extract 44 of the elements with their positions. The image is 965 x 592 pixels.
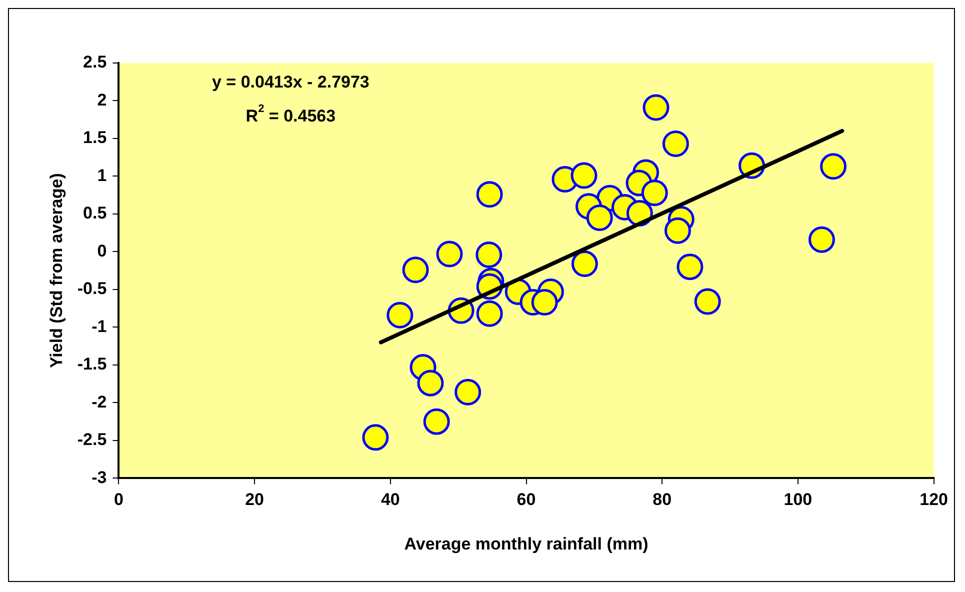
point [642,94,670,121]
y-tick-label: -1.5 [77,354,107,374]
point [476,241,502,268]
point [423,408,450,435]
point [676,254,704,280]
point [694,288,721,315]
y-tick-label: -2 [92,392,107,412]
x-tick-label: 100 [784,490,812,510]
x-tick-label: 120 [920,490,948,510]
point [586,204,613,232]
point [641,180,668,206]
x-tick-label: 60 [516,490,536,510]
point [476,181,503,208]
point [571,250,598,278]
x-axis-title: Average monthly rainfall (mm) [404,534,648,554]
y-tick-label: 0 [97,241,107,260]
y-tick-label: -1 [92,316,107,336]
y-tick-label: 1 [97,166,107,185]
y-axis-title: Yield (Std from average) [46,173,66,368]
point [808,226,835,253]
y-tick-label: 2 [97,90,107,110]
point [362,424,389,451]
point [664,217,691,244]
y-tick-label: 1.5 [83,128,107,148]
point [436,240,463,268]
annotation: y = 0.0413x - 2.7973 [212,72,370,92]
point [402,256,429,284]
x-tick-label: 40 [380,490,400,510]
point [820,153,847,180]
point [386,302,414,328]
point [662,130,689,158]
x-tick-label: 20 [245,490,264,510]
point [476,300,503,327]
point [454,378,482,406]
y-tick-label: -3 [92,468,107,487]
x-tick-label: 0 [114,490,124,510]
y-tick-label: 2.5 [83,52,107,72]
y-tick-label: -0.5 [77,279,107,298]
y-tick-label: -2.5 [77,430,107,450]
point [570,162,598,189]
x-tick-label: 80 [652,490,672,510]
point [417,370,444,396]
y-tick-label: 0.5 [83,204,107,223]
point [531,289,558,316]
